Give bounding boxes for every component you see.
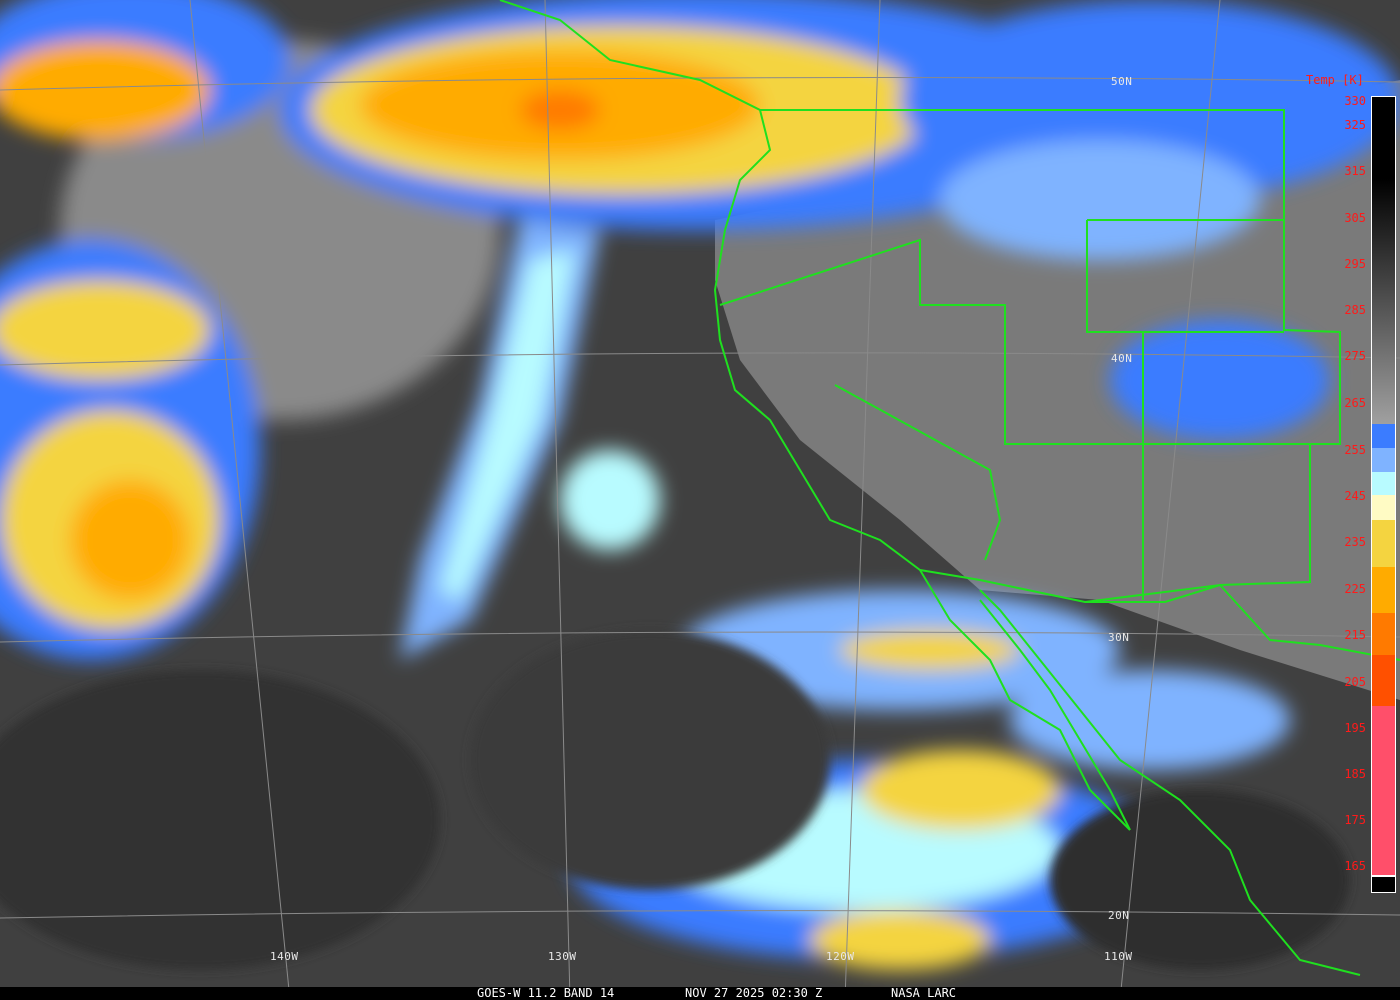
lon-line-110w xyxy=(1119,0,1221,1000)
state-lines xyxy=(919,219,1311,603)
colorbar-red-orange-segment xyxy=(1372,655,1395,706)
lon-line-130w xyxy=(544,0,571,1000)
colorbar-pink-segment xyxy=(1372,706,1395,875)
cloud-systems xyxy=(0,0,1400,970)
lat-line-50n xyxy=(0,77,1400,91)
colorbar-tick-label: 185 xyxy=(1344,767,1366,781)
lat-label-30n: 30N xyxy=(1108,631,1130,644)
colorbar-tick-label: 175 xyxy=(1344,813,1366,827)
caption-credit: NASA LARC xyxy=(891,986,957,1000)
colorbar-black-segment xyxy=(1372,875,1395,892)
mexico-coastline xyxy=(979,589,1361,976)
lat-label-20n: 20N xyxy=(1108,909,1130,922)
colorbar-tick-label: 245 xyxy=(1344,489,1366,503)
colorbar-tick-label: 195 xyxy=(1344,721,1366,735)
lat-label-50n: 50N xyxy=(1111,75,1133,88)
california-nevada-border xyxy=(834,384,1002,561)
colorbar-tick-label: 215 xyxy=(1344,628,1366,642)
lon-line-140w xyxy=(189,0,291,1000)
lat-label-40n: 40N xyxy=(1111,352,1133,365)
colorbar-tick-label: 295 xyxy=(1344,257,1366,271)
colorbar-tick-label: 275 xyxy=(1344,349,1366,363)
colorbar-tick-label: 265 xyxy=(1344,396,1366,410)
lon-label-110w: 110W xyxy=(1104,950,1133,963)
lon-line-120w xyxy=(844,0,881,1000)
colorbar-orange-segment xyxy=(1372,567,1395,613)
colorbar-tick-label: 325 xyxy=(1344,118,1366,132)
colorbar-tick-label: 305 xyxy=(1344,211,1366,225)
lat-line-20n xyxy=(0,910,1400,919)
colorbar-blue-segment xyxy=(1372,424,1395,448)
lat-line-40n xyxy=(0,352,1400,366)
colorbar-cream-segment xyxy=(1372,495,1395,520)
caption-datetime: NOV 27 2025 02:30 Z xyxy=(685,986,823,1000)
lat-line-30n xyxy=(0,631,1400,643)
caption-satellite-band: GOES-W 11.2 BAND 14 xyxy=(477,986,615,1000)
colorbar-dark-orange-segment xyxy=(1372,613,1395,655)
temperature-colorbar xyxy=(1371,96,1396,893)
colorbar-tick-label: 315 xyxy=(1344,164,1366,178)
lon-label-120w: 120W xyxy=(826,950,855,963)
colorbar-cyan-segment xyxy=(1372,472,1395,495)
colorbar-tick-label: 205 xyxy=(1344,675,1366,689)
colorbar-yellow-segment xyxy=(1372,520,1395,567)
colorbar-light-blue-segment xyxy=(1372,448,1395,472)
us-mexico-border xyxy=(1084,583,1400,661)
colorbar-tick-label: 235 xyxy=(1344,535,1366,549)
colorbar-gray-segment xyxy=(1372,97,1395,424)
colorbar-tick-label: 165 xyxy=(1344,859,1366,873)
pacific-coastline xyxy=(499,0,1131,831)
colorbar-tick-label: 330 xyxy=(1344,94,1366,108)
colorbar-tick-label: 255 xyxy=(1344,443,1366,457)
colorbar-tick-label: 285 xyxy=(1344,303,1366,317)
dark-clear-regions xyxy=(0,630,1350,970)
colorbar-title: Temp [K] xyxy=(1306,73,1364,87)
colorbar-tick-label: 225 xyxy=(1344,582,1366,596)
lon-label-140w: 140W xyxy=(270,950,299,963)
political-boundaries xyxy=(499,0,1400,976)
image-caption-bar: GOES-W 11.2 BAND 14 NOV 27 2025 02:30 Z … xyxy=(0,987,1400,1000)
baja-gulf-coast xyxy=(979,599,1131,831)
lon-label-130w: 130W xyxy=(548,950,577,963)
